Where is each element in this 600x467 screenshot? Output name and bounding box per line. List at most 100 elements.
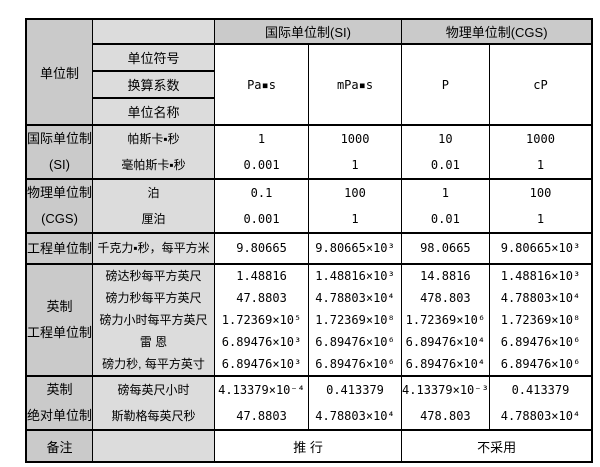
- system-label-line: (SI): [49, 157, 70, 172]
- value: 47.8803: [236, 291, 287, 305]
- value: 478.803: [420, 291, 471, 305]
- values-cgs-pas: 0.1 0.001: [214, 178, 310, 234]
- unit-name: 磅力小时每平方英尺: [99, 313, 208, 327]
- value: 0.001: [243, 158, 280, 172]
- value: 0.413379: [326, 383, 384, 397]
- system-label-line: 工程单位制: [27, 325, 93, 340]
- value: 4.13379×10⁻⁴: [218, 383, 305, 397]
- system-label-line: 物理单位制: [27, 185, 93, 200]
- values-si-cp: 1000 1: [488, 124, 593, 180]
- unit-symbol-pas: Pa▪s: [214, 43, 310, 126]
- unit-name: 斯勒格每英尺秒: [111, 409, 196, 423]
- values-impeng-mpas: 1.48816×10³ 4.78803×10⁴ 1.72369×10⁸ 6.89…: [308, 263, 403, 377]
- system-label-imperial-absolute: 英制 绝对单位制: [25, 375, 94, 431]
- unit-name: 磅力秒, 每平方英寸: [102, 357, 205, 371]
- block-row-engineering: 工程单位制 千克力▪秒，每平方米 9.80665 9.80665×10³ 98.…: [25, 232, 593, 265]
- value: 14.8816: [420, 269, 471, 283]
- block-row-cgs: 物理单位制 (CGS) 泊 厘泊 0.1 0.001 100 1 1 0.01 …: [25, 178, 593, 234]
- unit-symbol-cp: cP: [488, 43, 593, 126]
- value: 1.48816×10³: [315, 269, 395, 283]
- value: 1: [536, 158, 545, 172]
- remarks-si: 推 行: [214, 429, 403, 463]
- unit-name: 厘泊: [141, 212, 166, 226]
- system-label-line: 绝对单位制: [27, 408, 93, 423]
- unit-symbol-mpas: mPa▪s: [308, 43, 403, 126]
- value: 1: [351, 212, 359, 226]
- value: 0.001: [243, 212, 280, 226]
- system-label-line: 英制: [46, 382, 73, 397]
- group-header-si: 国际单位制(SI): [214, 18, 403, 45]
- value: 6.89476×10⁶: [315, 357, 395, 371]
- values-impabs-cp: 0.413379 4.78803×10⁴: [488, 375, 593, 431]
- value: 0.413379: [511, 383, 570, 397]
- value: 1: [257, 132, 266, 146]
- value: 6.89476×10³: [221, 335, 302, 349]
- system-label-line: 英制: [46, 299, 73, 314]
- value: 1: [441, 186, 449, 200]
- values-eng-p: 98.0665: [401, 232, 490, 265]
- values-si-p: 10 0.01: [401, 124, 490, 180]
- value: 6.89476×10³: [221, 357, 302, 371]
- value: 6.89476×10⁶: [500, 335, 581, 349]
- value: 1.72369×10⁸: [500, 313, 581, 327]
- block-row-imperial-absolute: 英制 绝对单位制 磅每英尺小时 斯勒格每英尺秒 4.13379×10⁻⁴ 47.…: [25, 375, 593, 431]
- subheader-row-symbol: 单位符号 Pa▪s mPa▪s P cP: [26, 43, 593, 126]
- system-label-imperial-engineering: 英制 工程单位制: [25, 263, 94, 377]
- value: 0.01: [430, 212, 460, 226]
- unit-names-cgs: 泊 厘泊: [92, 178, 216, 234]
- value: 1: [536, 212, 545, 226]
- unit-name: 雷 恩: [139, 335, 168, 349]
- value: 0.1: [250, 186, 273, 200]
- values-cgs-p: 1 0.01: [401, 178, 490, 234]
- value: 4.78803×10⁴: [500, 409, 581, 423]
- values-impeng-p: 14.8816 478.803 1.72369×10⁶ 6.89476×10⁴ …: [401, 263, 490, 377]
- values-impeng-pas: 1.48816 47.8803 1.72369×10⁵ 6.89476×10³ …: [214, 263, 310, 377]
- value: 1000: [526, 132, 555, 146]
- unit-names-imperial-engineering: 磅达秒每平方英尺 磅力秒每平方英尺 磅力小时每平方英尺 雷 恩 磅力秒, 每平方…: [92, 263, 216, 377]
- remarks-row: 备注 推 行 不采用: [25, 429, 593, 463]
- value: 478.803: [420, 409, 471, 423]
- subheader-unit-name: 单位名称: [92, 97, 216, 126]
- value: 4.13379×10⁻³: [402, 383, 489, 397]
- empty-header-cell: [92, 18, 216, 45]
- value: 1.48816: [236, 269, 287, 283]
- unit-name: 磅力秒每平方英尺: [105, 291, 202, 305]
- value: 6.89476×10⁶: [500, 357, 581, 371]
- system-label-engineering: 工程单位制: [25, 232, 94, 265]
- subheader-conversion-factor: 换算系数: [92, 70, 216, 99]
- value: 1.72369×10⁸: [315, 313, 395, 327]
- group-header-cgs: 物理单位制(CGS): [401, 18, 593, 45]
- value: 6.89476×10⁴: [405, 335, 486, 349]
- values-eng-pas: 9.80665: [214, 232, 310, 265]
- values-impeng-cp: 1.48816×10³ 4.78803×10⁴ 1.72369×10⁸ 6.89…: [488, 263, 593, 377]
- unit-names-engineering: 千克力▪秒，每平方米: [92, 232, 216, 265]
- values-impabs-mpas: 0.413379 4.78803×10⁴: [308, 375, 403, 431]
- value: 100: [529, 186, 552, 200]
- corner-cell-unit-system: 单位制: [25, 18, 94, 126]
- values-cgs-cp: 100 1: [488, 178, 593, 234]
- value: 98.0665: [420, 241, 471, 255]
- remarks-empty-cell: [92, 429, 216, 463]
- system-label-line: 国际单位制: [27, 131, 93, 146]
- value: 6.89476×10⁶: [315, 335, 395, 349]
- unit-name: 千克力▪秒，每平方米: [97, 241, 210, 255]
- value: 1.72369×10⁶: [405, 313, 486, 327]
- unit-name: 磅每英尺小时: [117, 383, 190, 397]
- remarks-label: 备注: [25, 429, 94, 463]
- block-row-imperial-engineering: 英制 工程单位制 磅达秒每平方英尺 磅力秒每平方英尺 磅力小时每平方英尺 雷 恩…: [25, 263, 593, 377]
- value: 4.78803×10⁴: [315, 409, 395, 423]
- value: 10: [438, 132, 453, 146]
- value: 100: [344, 186, 366, 200]
- remarks-cgs: 不采用: [401, 429, 593, 463]
- value: 4.78803×10⁴: [315, 291, 395, 305]
- unit-names-si: 帕斯卡▪秒 毫帕斯卡▪秒: [92, 124, 216, 180]
- values-si-mpas: 1000 1: [308, 124, 403, 180]
- system-label-line: (CGS): [41, 211, 78, 226]
- value: 47.8803: [236, 409, 287, 423]
- value: 1: [351, 158, 359, 172]
- subheader-row-factor: 换算系数: [26, 70, 592, 99]
- values-eng-mpas: 9.80665×10³: [308, 232, 403, 265]
- subheader-unit-symbol: 单位符号: [92, 43, 216, 72]
- value: 1.72369×10⁵: [221, 313, 302, 327]
- value: 4.78803×10⁴: [500, 291, 581, 305]
